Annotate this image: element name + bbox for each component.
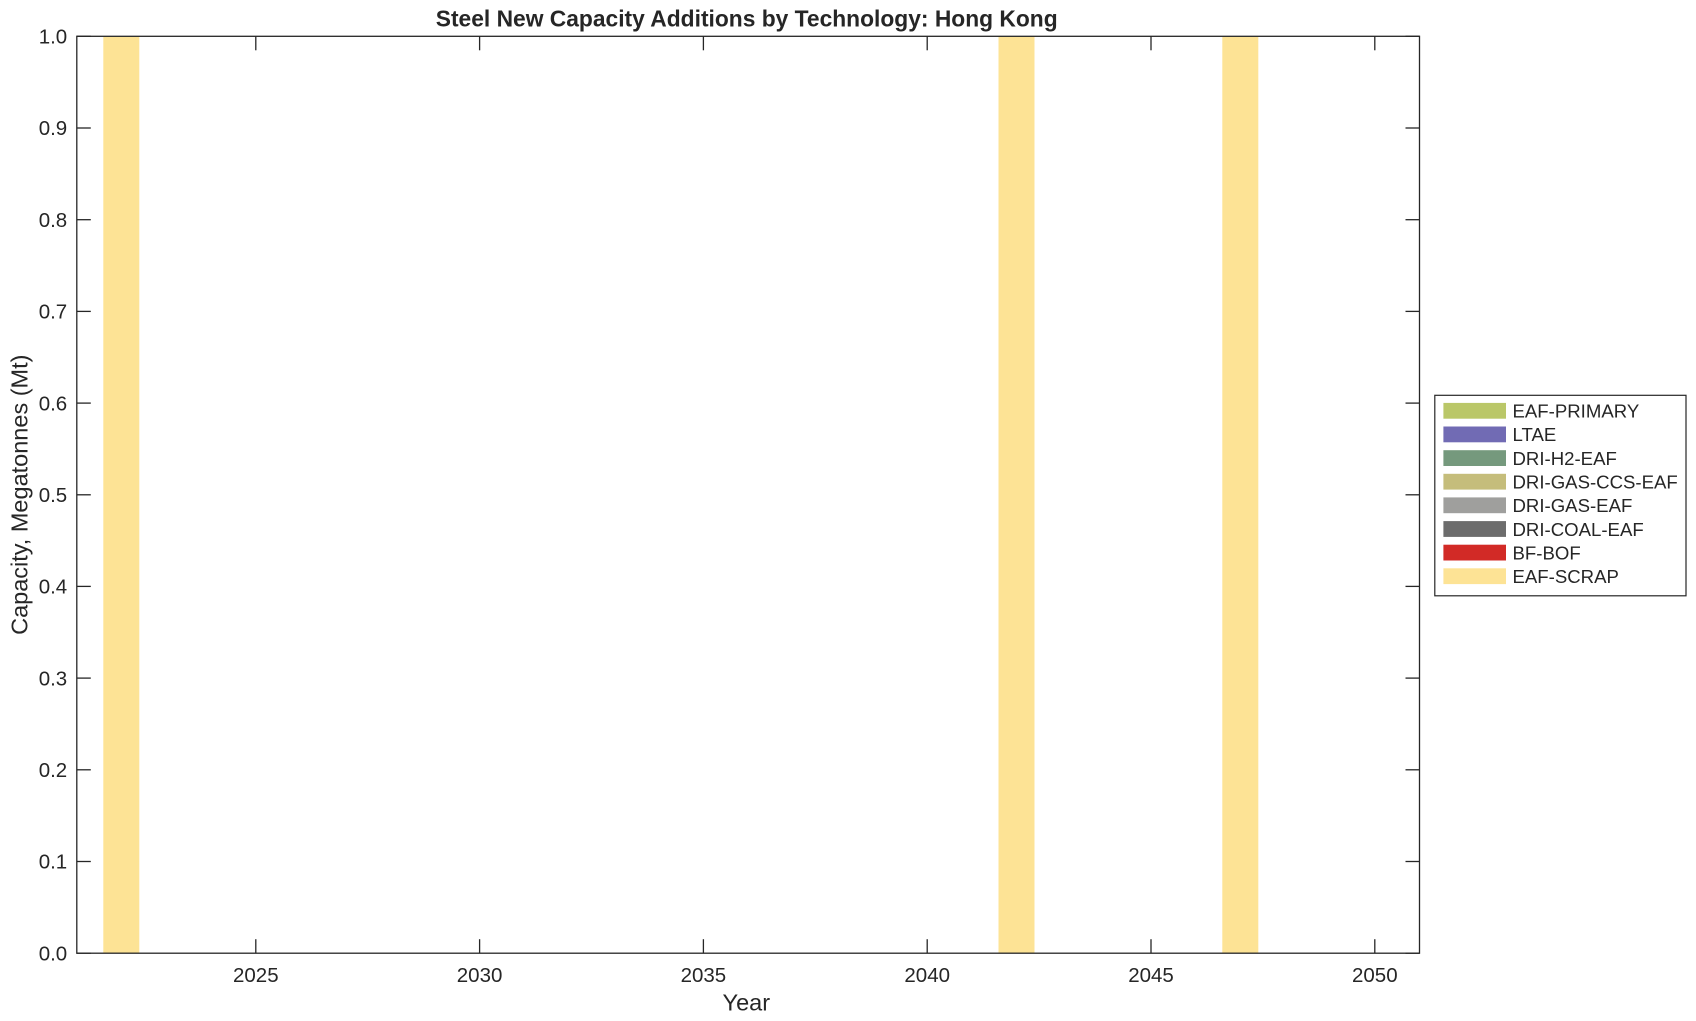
svg-text:0.6: 0.6 <box>39 392 68 415</box>
svg-text:0.4: 0.4 <box>39 576 68 599</box>
svg-text:EAF-SCRAP: EAF-SCRAP <box>1513 566 1619 587</box>
svg-text:0.9: 0.9 <box>39 117 68 140</box>
svg-text:2030: 2030 <box>457 964 503 987</box>
svg-text:LTAE: LTAE <box>1513 424 1557 445</box>
svg-text:0.0: 0.0 <box>39 942 68 965</box>
svg-text:DRI-COAL-EAF: DRI-COAL-EAF <box>1513 519 1644 540</box>
svg-text:Capacity, Megatonnes (Mt): Capacity, Megatonnes (Mt) <box>6 355 32 635</box>
svg-text:0.2: 0.2 <box>39 759 68 782</box>
svg-text:2045: 2045 <box>1128 964 1174 987</box>
svg-text:DRI-GAS-EAF: DRI-GAS-EAF <box>1513 495 1633 516</box>
svg-text:1.0: 1.0 <box>39 26 68 49</box>
svg-text:DRI-GAS-CCS-EAF: DRI-GAS-CCS-EAF <box>1513 472 1678 493</box>
svg-text:2035: 2035 <box>681 964 727 987</box>
svg-text:0.5: 0.5 <box>39 484 68 507</box>
svg-text:0.3: 0.3 <box>39 667 68 690</box>
svg-text:2040: 2040 <box>904 964 950 987</box>
svg-text:Steel New Capacity Additions b: Steel New Capacity Additions by Technolo… <box>436 6 1058 32</box>
svg-text:Year: Year <box>723 990 771 1016</box>
svg-text:2025: 2025 <box>233 964 279 987</box>
svg-text:BF-BOF: BF-BOF <box>1513 542 1581 563</box>
svg-text:0.7: 0.7 <box>39 301 68 324</box>
svg-text:2050: 2050 <box>1352 964 1398 987</box>
svg-text:0.8: 0.8 <box>39 209 68 232</box>
svg-text:EAF-PRIMARY: EAF-PRIMARY <box>1513 401 1640 422</box>
svg-text:0.1: 0.1 <box>39 851 68 874</box>
svg-text:DRI-H2-EAF: DRI-H2-EAF <box>1513 448 1617 469</box>
